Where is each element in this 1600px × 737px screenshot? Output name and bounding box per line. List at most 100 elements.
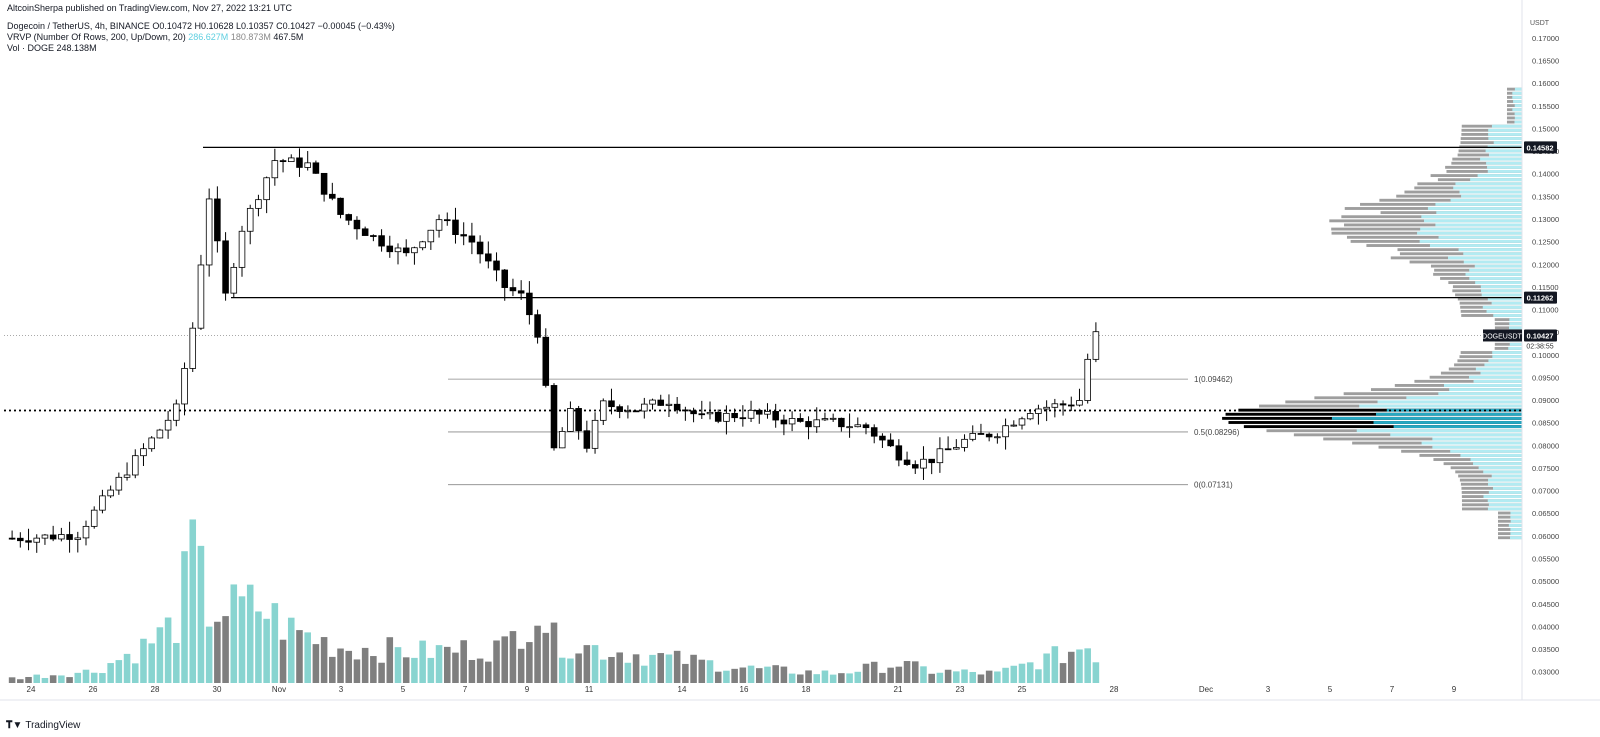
volume-bar (632, 654, 640, 683)
tradingview-footer[interactable]: 𝐓▼ TradingView (6, 720, 80, 731)
volume-bar (197, 545, 205, 683)
vp-row-up (1438, 392, 1522, 396)
x-tick-label: Dec (1199, 685, 1213, 694)
candle-body (944, 448, 952, 451)
candle (296, 148, 303, 177)
volume-bar (714, 671, 722, 683)
candle-body (205, 198, 213, 266)
candle (1067, 396, 1075, 411)
vp-row-up (1473, 379, 1522, 383)
candle (8, 530, 16, 540)
candle-body (131, 455, 139, 476)
candle (550, 383, 558, 451)
volume-bar (1035, 669, 1042, 683)
candle-body (271, 160, 279, 179)
x-tick-label: 9 (525, 685, 530, 694)
vp-row-up (1509, 342, 1522, 346)
vp-row-up (1488, 137, 1522, 140)
vp-row-down (1461, 314, 1522, 317)
vrvp-total-value: 467.5M (273, 32, 304, 42)
candle-body (870, 427, 878, 437)
candle-body (197, 264, 205, 329)
candle-body (673, 403, 681, 411)
candle-body (33, 537, 41, 543)
candle (747, 400, 755, 423)
candle-body (854, 424, 862, 428)
volume-bar (189, 519, 197, 683)
x-tick-label: 7 (463, 685, 468, 694)
candle (25, 528, 32, 551)
candle-body (238, 230, 246, 268)
y-tick-label: 0.11500 (1532, 283, 1559, 292)
volume-bar (657, 653, 665, 683)
candle-body (148, 437, 155, 450)
candle-body (501, 269, 509, 288)
x-tick-label: 9 (1452, 685, 1457, 694)
candle-body (780, 419, 788, 425)
candle (534, 309, 541, 344)
y-tick-label: 0.16000 (1532, 79, 1559, 88)
candle (173, 399, 180, 427)
vp-row-up (1480, 285, 1522, 289)
volume-bar (173, 642, 180, 683)
candle (698, 400, 706, 419)
candle (1026, 409, 1034, 421)
candle (608, 388, 615, 415)
tradingview-logo-text: TradingView (25, 720, 81, 731)
candle-body (41, 534, 49, 539)
candle (443, 212, 451, 226)
candle (714, 409, 722, 424)
symbol-label-text: DOGEUSDT (1482, 333, 1522, 340)
vp-row-up (1514, 120, 1522, 124)
volume-bar (148, 643, 155, 683)
candle-body (427, 229, 435, 243)
candle (99, 489, 106, 514)
vp-row-up (1331, 416, 1522, 420)
vp-row-up (1463, 260, 1522, 264)
vp-row-up (1436, 211, 1522, 215)
volume-bar (805, 670, 812, 683)
x-tick-label: 18 (802, 685, 811, 694)
candle (394, 243, 402, 265)
candle-body (181, 368, 188, 405)
candle-body (452, 219, 459, 235)
y-tick-label: 0.03000 (1532, 668, 1559, 677)
candle-body (214, 198, 221, 242)
candle (682, 406, 689, 421)
vp-row-up (1487, 297, 1522, 301)
candle-body (485, 253, 492, 262)
countdown-label: 02:38:55 (1526, 343, 1553, 350)
candle (411, 246, 418, 265)
vp-row-down (1459, 301, 1522, 305)
candle-body (1076, 400, 1083, 406)
volume-bar (690, 654, 697, 683)
horizontal-levels: 1(0.09462) 0.5(0.08296) 0(0.07131) (4, 146, 1522, 490)
price-label-bg (1524, 291, 1557, 304)
candle (41, 533, 49, 545)
volume-bar (797, 674, 804, 683)
volume-bar (969, 671, 977, 683)
candle (632, 410, 640, 413)
candle-body (838, 417, 845, 428)
vp-row-up (1484, 363, 1522, 367)
fib-label: 0.5(0.08296) (1194, 428, 1240, 437)
vp-row-up (1510, 515, 1522, 519)
candle (468, 222, 476, 255)
vp-row-up (1510, 532, 1522, 536)
volume-bar (1026, 662, 1034, 683)
y-tick-label: 0.09500 (1532, 373, 1559, 382)
vp-row-up (1435, 223, 1522, 227)
price-label-text: 0.11262 (1527, 294, 1554, 303)
candle-body (329, 193, 336, 199)
volume-bar (287, 617, 295, 683)
vp-row-up (1465, 272, 1522, 276)
candle-body (345, 214, 353, 221)
candle (189, 322, 197, 373)
vp-row-down (1399, 252, 1522, 256)
candle (460, 222, 467, 246)
volume-bar (944, 669, 952, 683)
volume-bar (887, 667, 894, 683)
volume-bar (526, 642, 533, 683)
candle-body (156, 429, 164, 439)
